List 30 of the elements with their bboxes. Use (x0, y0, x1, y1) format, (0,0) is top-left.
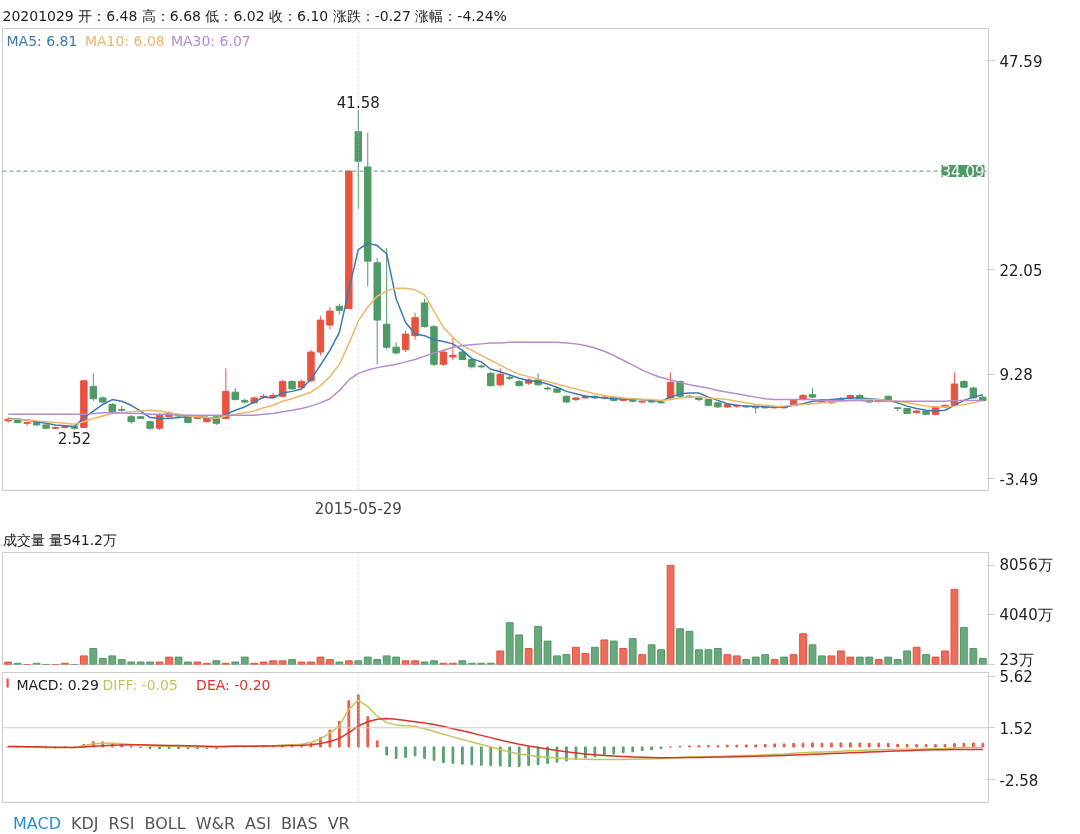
annotation: 41.58 (336, 93, 380, 112)
y-tick-label: 1.52 (999, 719, 1033, 738)
y-tick-label: 8056万 (999, 556, 1053, 575)
text: 2015-05-29 (314, 499, 402, 518)
chart-title: 20201029 开：6.48 高：6.68 低：6.02 收：6.10 涨跌：-0.27 涨幅：-4.24% (2, 7, 507, 24)
y-tick-label: 5.62 (999, 668, 1033, 687)
text: KDJ (70, 814, 99, 833)
text: MA10: 6.08 (84, 32, 165, 49)
y-tick-label: -2.58 (999, 771, 1039, 790)
text: RSI (108, 814, 135, 833)
y-tick-label: 47.59 (999, 52, 1043, 71)
annotation: 2.52 (57, 429, 92, 448)
text: BOLL (144, 814, 186, 833)
y-tick-label: 23万 (999, 650, 1034, 669)
ref-line-label: 34.09 (941, 163, 985, 182)
text: MA5: 6.81 (6, 32, 78, 49)
text: MACD (13, 814, 61, 833)
y-tick-label: 9.28 (999, 366, 1033, 385)
text: DEA: -0.20 (196, 676, 271, 693)
y-tick-label: 22.05 (999, 261, 1043, 280)
text: DIFF: -0.05 (102, 676, 178, 693)
text: MA30: 6.07 (170, 32, 251, 49)
text: ASI (245, 814, 271, 833)
text: VR (327, 814, 350, 833)
y-tick-label: 4040万 (999, 605, 1053, 624)
legend-label: MACD: 0.29 (16, 676, 99, 693)
text: W&R (195, 814, 236, 833)
text: BIAS (280, 814, 318, 833)
y-tick-label: -3.49 (999, 470, 1039, 489)
chart-title: 成交量 量541.2万 (2, 531, 118, 548)
